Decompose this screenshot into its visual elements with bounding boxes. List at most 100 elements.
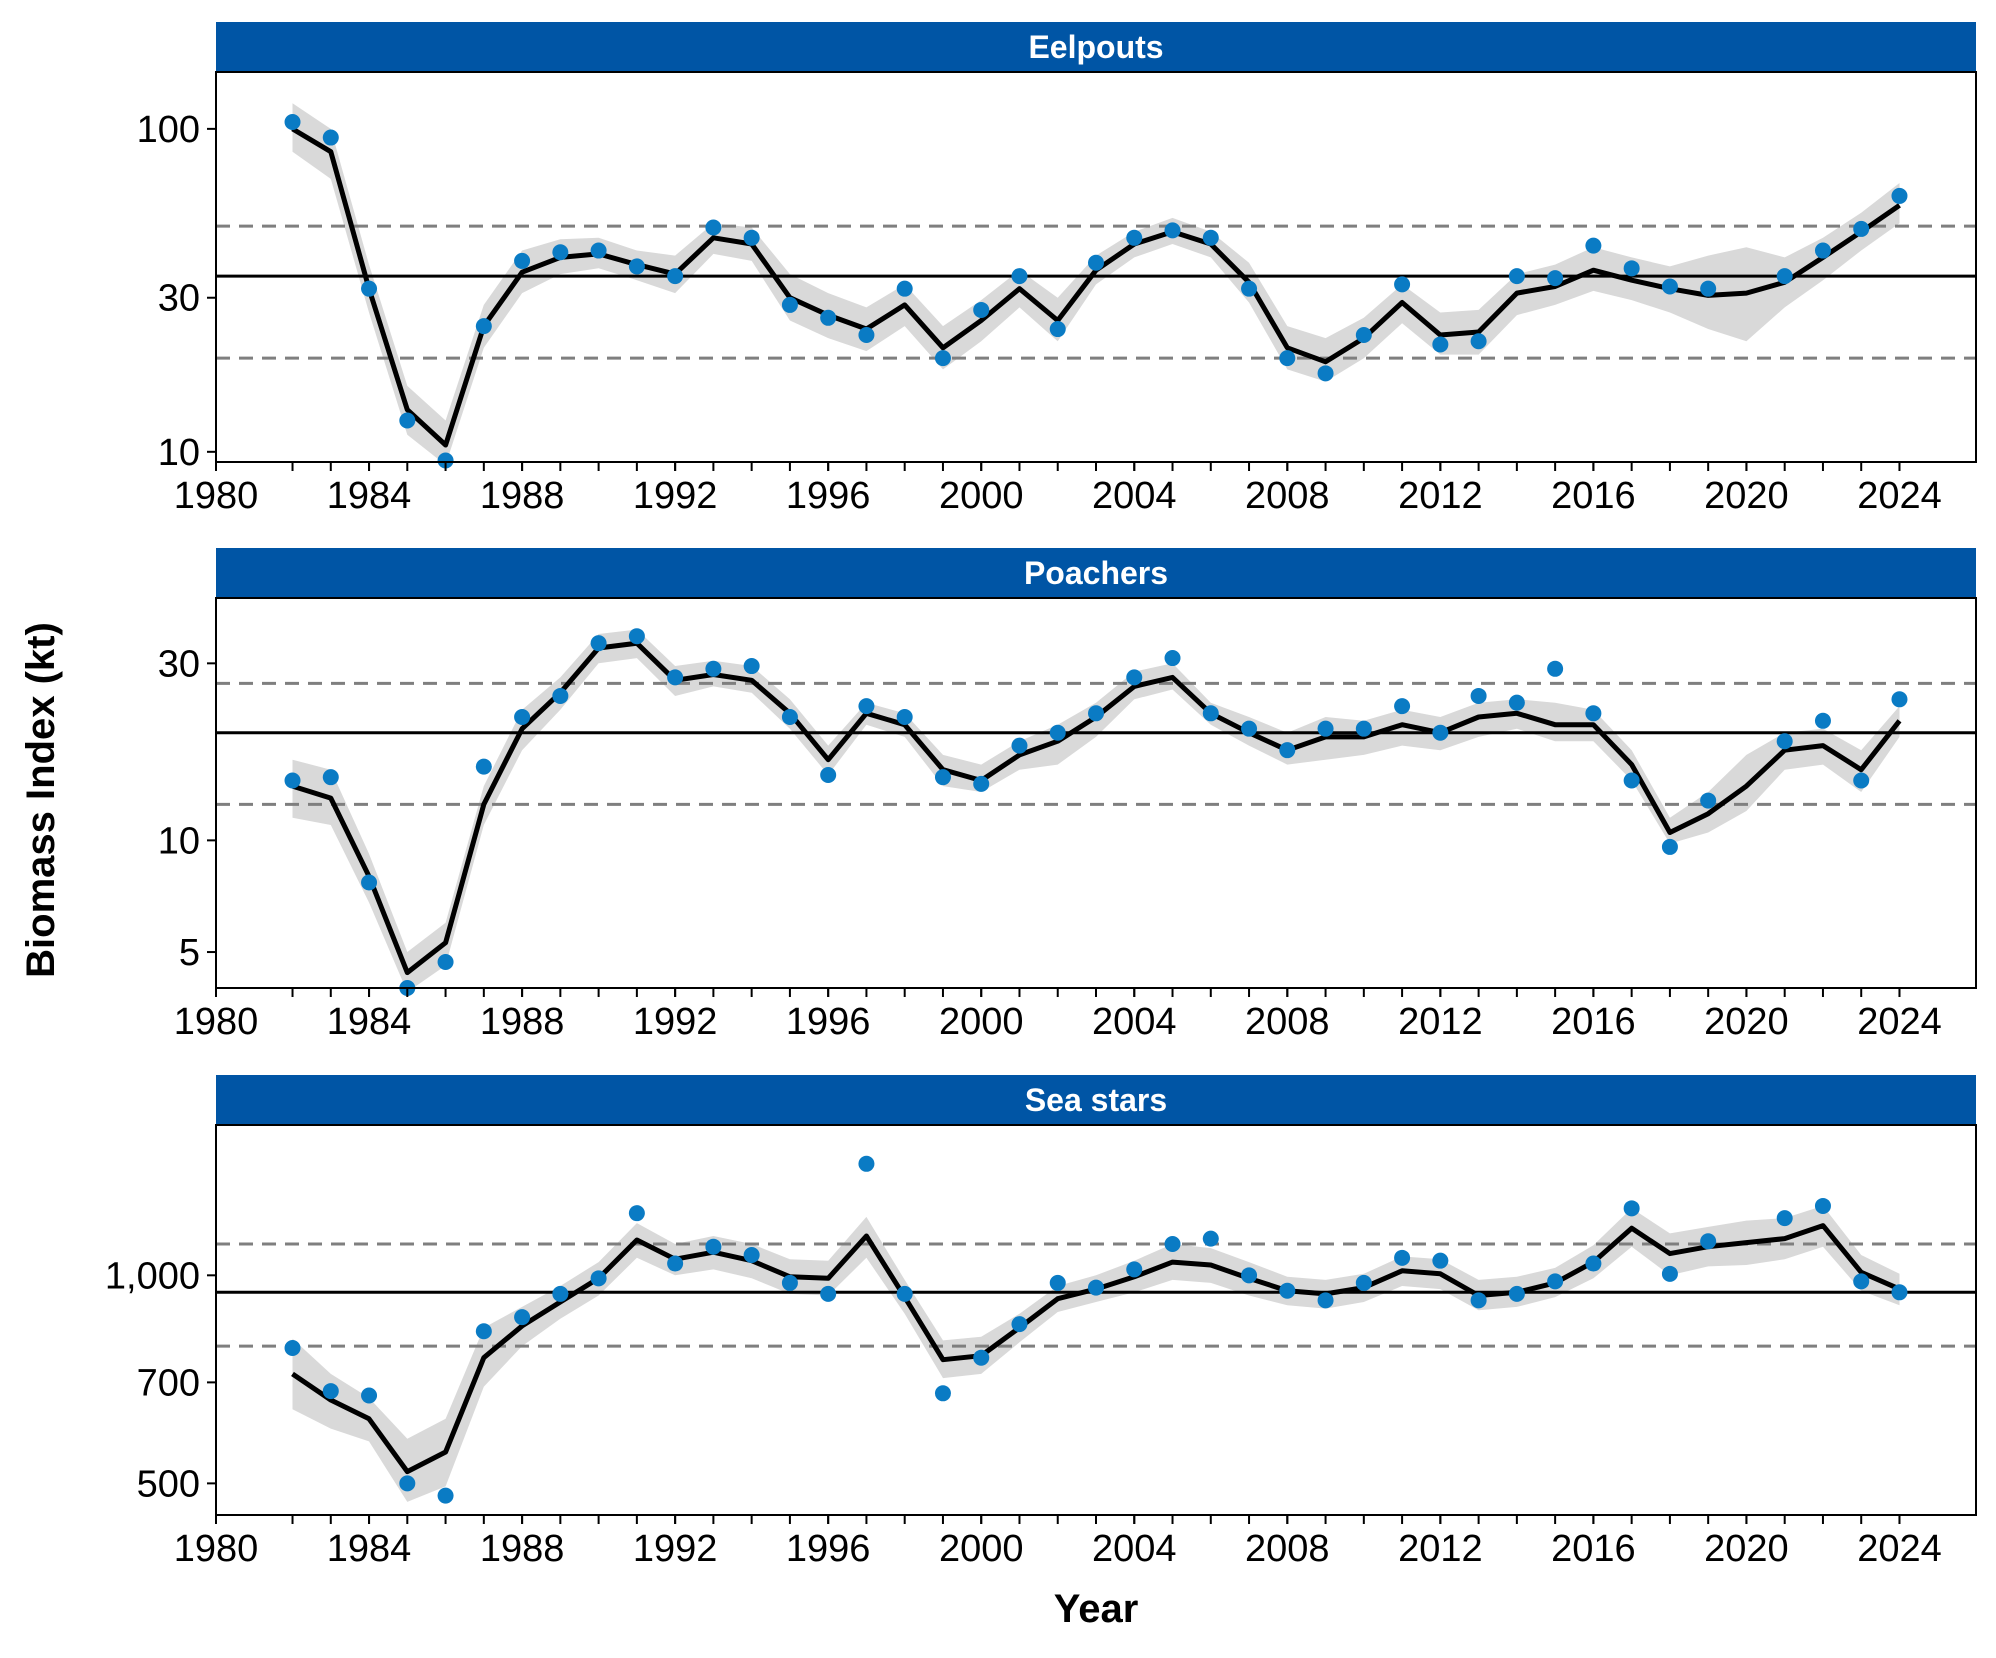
data-point: [1279, 1282, 1296, 1299]
data-point: [1049, 1274, 1066, 1291]
x-tick-label: 2024: [1857, 475, 1942, 517]
data-point: [1126, 229, 1143, 246]
data-point: [1470, 687, 1487, 704]
data-point: [590, 635, 607, 652]
data-point: [820, 767, 837, 784]
data-point: [1508, 268, 1525, 285]
panel-strip: [216, 1075, 1976, 1125]
data-point: [628, 628, 645, 645]
data-point: [1891, 187, 1908, 204]
data-point: [1088, 705, 1104, 722]
data-point: [1700, 1233, 1717, 1250]
data-point: [1241, 1267, 1258, 1284]
data-point: [1661, 278, 1678, 295]
data-point: [1279, 742, 1296, 759]
data-point: [1202, 705, 1219, 722]
data-point: [705, 660, 722, 677]
data-point: [934, 350, 951, 367]
panel-strip-title: Eelpouts: [1028, 29, 1163, 65]
panel-strip-title: Poachers: [1024, 555, 1168, 591]
x-tick-label: 1996: [786, 475, 871, 517]
data-point: [1776, 1210, 1793, 1227]
x-tick-label: 1988: [480, 1001, 565, 1043]
panel-strip-title: Sea stars: [1025, 1082, 1167, 1118]
data-point: [1049, 321, 1066, 338]
data-point: [1853, 1273, 1870, 1290]
data-point: [514, 1309, 531, 1326]
y-tick-label: 30: [158, 643, 200, 685]
data-point: [1891, 1284, 1908, 1301]
data-point: [1355, 720, 1372, 737]
data-point: [667, 268, 684, 285]
x-tick-label: 2012: [1398, 1528, 1483, 1570]
y-tick-label: 500: [137, 1463, 200, 1505]
data-point: [820, 309, 837, 326]
data-point: [361, 874, 378, 891]
data-point: [1164, 650, 1181, 667]
data-point: [1394, 698, 1411, 715]
data-point: [284, 1339, 301, 1356]
data-point: [1853, 220, 1870, 237]
data-point: [1088, 254, 1104, 271]
x-tick-label: 1996: [786, 1001, 871, 1043]
data-point: [1814, 242, 1831, 259]
x-tick-label: 1992: [633, 1528, 718, 1570]
data-point: [667, 669, 684, 686]
data-point: [475, 318, 492, 335]
data-point: [896, 709, 913, 726]
x-tick-label: 1980: [174, 475, 259, 517]
x-tick-label: 2020: [1704, 1001, 1789, 1043]
data-point: [552, 244, 569, 261]
data-point: [743, 229, 760, 246]
data-point: [1814, 712, 1831, 729]
data-point: [1011, 737, 1028, 754]
data-point: [399, 1475, 416, 1492]
panel-eelpouts: Eelpouts 10 30 100 1980 1984 1988 1992 1996 2000 2…: [137, 22, 1977, 517]
x-tick-label: 2004: [1092, 1528, 1177, 1570]
data-point: [475, 1323, 492, 1340]
data-point: [399, 412, 416, 429]
x-tick-label: 2000: [939, 1001, 1024, 1043]
data-point: [1470, 333, 1487, 350]
x-axis-title: Year: [1054, 1587, 1139, 1631]
panel-sea-stars: Sea stars 500 700 1,000 1980 1984 1988 1992 1996…: [105, 1075, 1977, 1570]
data-point: [1126, 1261, 1143, 1278]
data-point: [1547, 1273, 1564, 1290]
data-point: [743, 658, 760, 675]
data-point: [1202, 1230, 1219, 1247]
data-point: [284, 114, 301, 131]
data-point: [1661, 1265, 1678, 1282]
data-point: [1394, 1249, 1411, 1266]
data-point: [1317, 1292, 1334, 1309]
data-point: [1279, 350, 1296, 367]
x-tick-label: 2024: [1857, 1528, 1942, 1570]
data-point: [1126, 669, 1143, 686]
data-point: [361, 1387, 378, 1404]
data-point: [552, 1285, 569, 1302]
data-point: [322, 769, 339, 786]
data-point: [1317, 720, 1334, 737]
x-tick-label: 1984: [327, 1001, 412, 1043]
y-tick-label: 10: [158, 432, 200, 474]
data-point: [1432, 724, 1449, 741]
data-point: [628, 258, 645, 275]
data-point: [1700, 280, 1717, 297]
x-tick-label: 2016: [1551, 1001, 1636, 1043]
data-point: [1011, 268, 1028, 285]
data-point: [896, 1285, 913, 1302]
data-point: [973, 1349, 990, 1366]
data-point: [1508, 1285, 1525, 1302]
data-point: [1088, 1279, 1104, 1296]
data-point: [322, 129, 339, 146]
data-point: [1623, 772, 1640, 789]
data-point: [1853, 772, 1870, 789]
data-point: [1202, 229, 1219, 246]
confidence-band: [292, 103, 1900, 462]
x-tick-label: 2000: [939, 475, 1024, 517]
data-point: [361, 280, 378, 297]
data-point: [590, 242, 607, 259]
x-tick-label: 1980: [174, 1528, 259, 1570]
data-point: [1241, 720, 1258, 737]
data-point: [705, 1238, 722, 1255]
data-point: [590, 1270, 607, 1287]
